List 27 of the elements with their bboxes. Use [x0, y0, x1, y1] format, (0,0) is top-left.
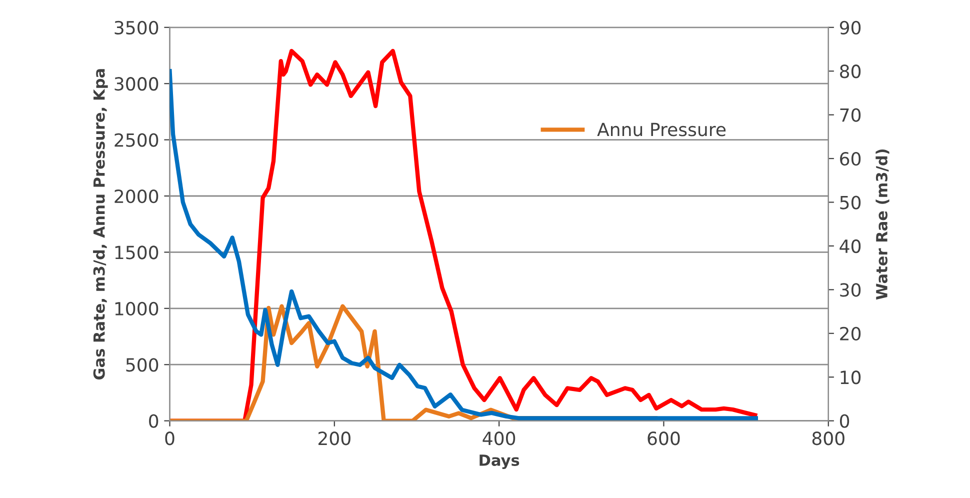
y2-tick-label: 60 — [840, 152, 861, 166]
x-axis-title: Days — [480, 454, 520, 470]
y-tick-label: 1500 — [115, 246, 158, 260]
x-tick-label: 800 — [812, 432, 844, 446]
y-tick-label: 0 — [149, 414, 158, 428]
x-tick-label: 600 — [648, 432, 680, 446]
y-tick-label: 2500 — [114, 133, 158, 147]
y2-tick-label: 90 — [840, 20, 861, 35]
x-tick-label: 0 — [165, 432, 174, 446]
y2-tick-label: 80 — [840, 64, 861, 78]
y2-tick-label: 30 — [840, 283, 861, 297]
x-tick-label: 200 — [318, 432, 350, 446]
y-tick-label: 1000 — [115, 302, 158, 316]
y2-axis-title: Water Rae (m3/d) — [876, 149, 890, 300]
y2-tick-label: 70 — [840, 108, 861, 122]
y-tick-label: 2000 — [114, 189, 158, 204]
y-axis-title: Gas Rate, m3/d, Annu Pressure, Kpa — [93, 69, 108, 380]
y2-tick-label: 10 — [840, 370, 861, 384]
y-tick-label: 3500 — [114, 20, 158, 35]
legend-label: Annu Pressure — [597, 122, 726, 136]
y2-tick-label: 40 — [840, 239, 861, 254]
y2-tick-label: 0 — [840, 414, 850, 428]
y-tick-label: 3000 — [114, 77, 158, 91]
y2-tick-label: 20 — [840, 326, 861, 340]
x-tick-label: 400 — [482, 432, 516, 446]
y-tick-label: 500 — [126, 358, 158, 372]
y2-tick-label: 50 — [840, 196, 861, 210]
